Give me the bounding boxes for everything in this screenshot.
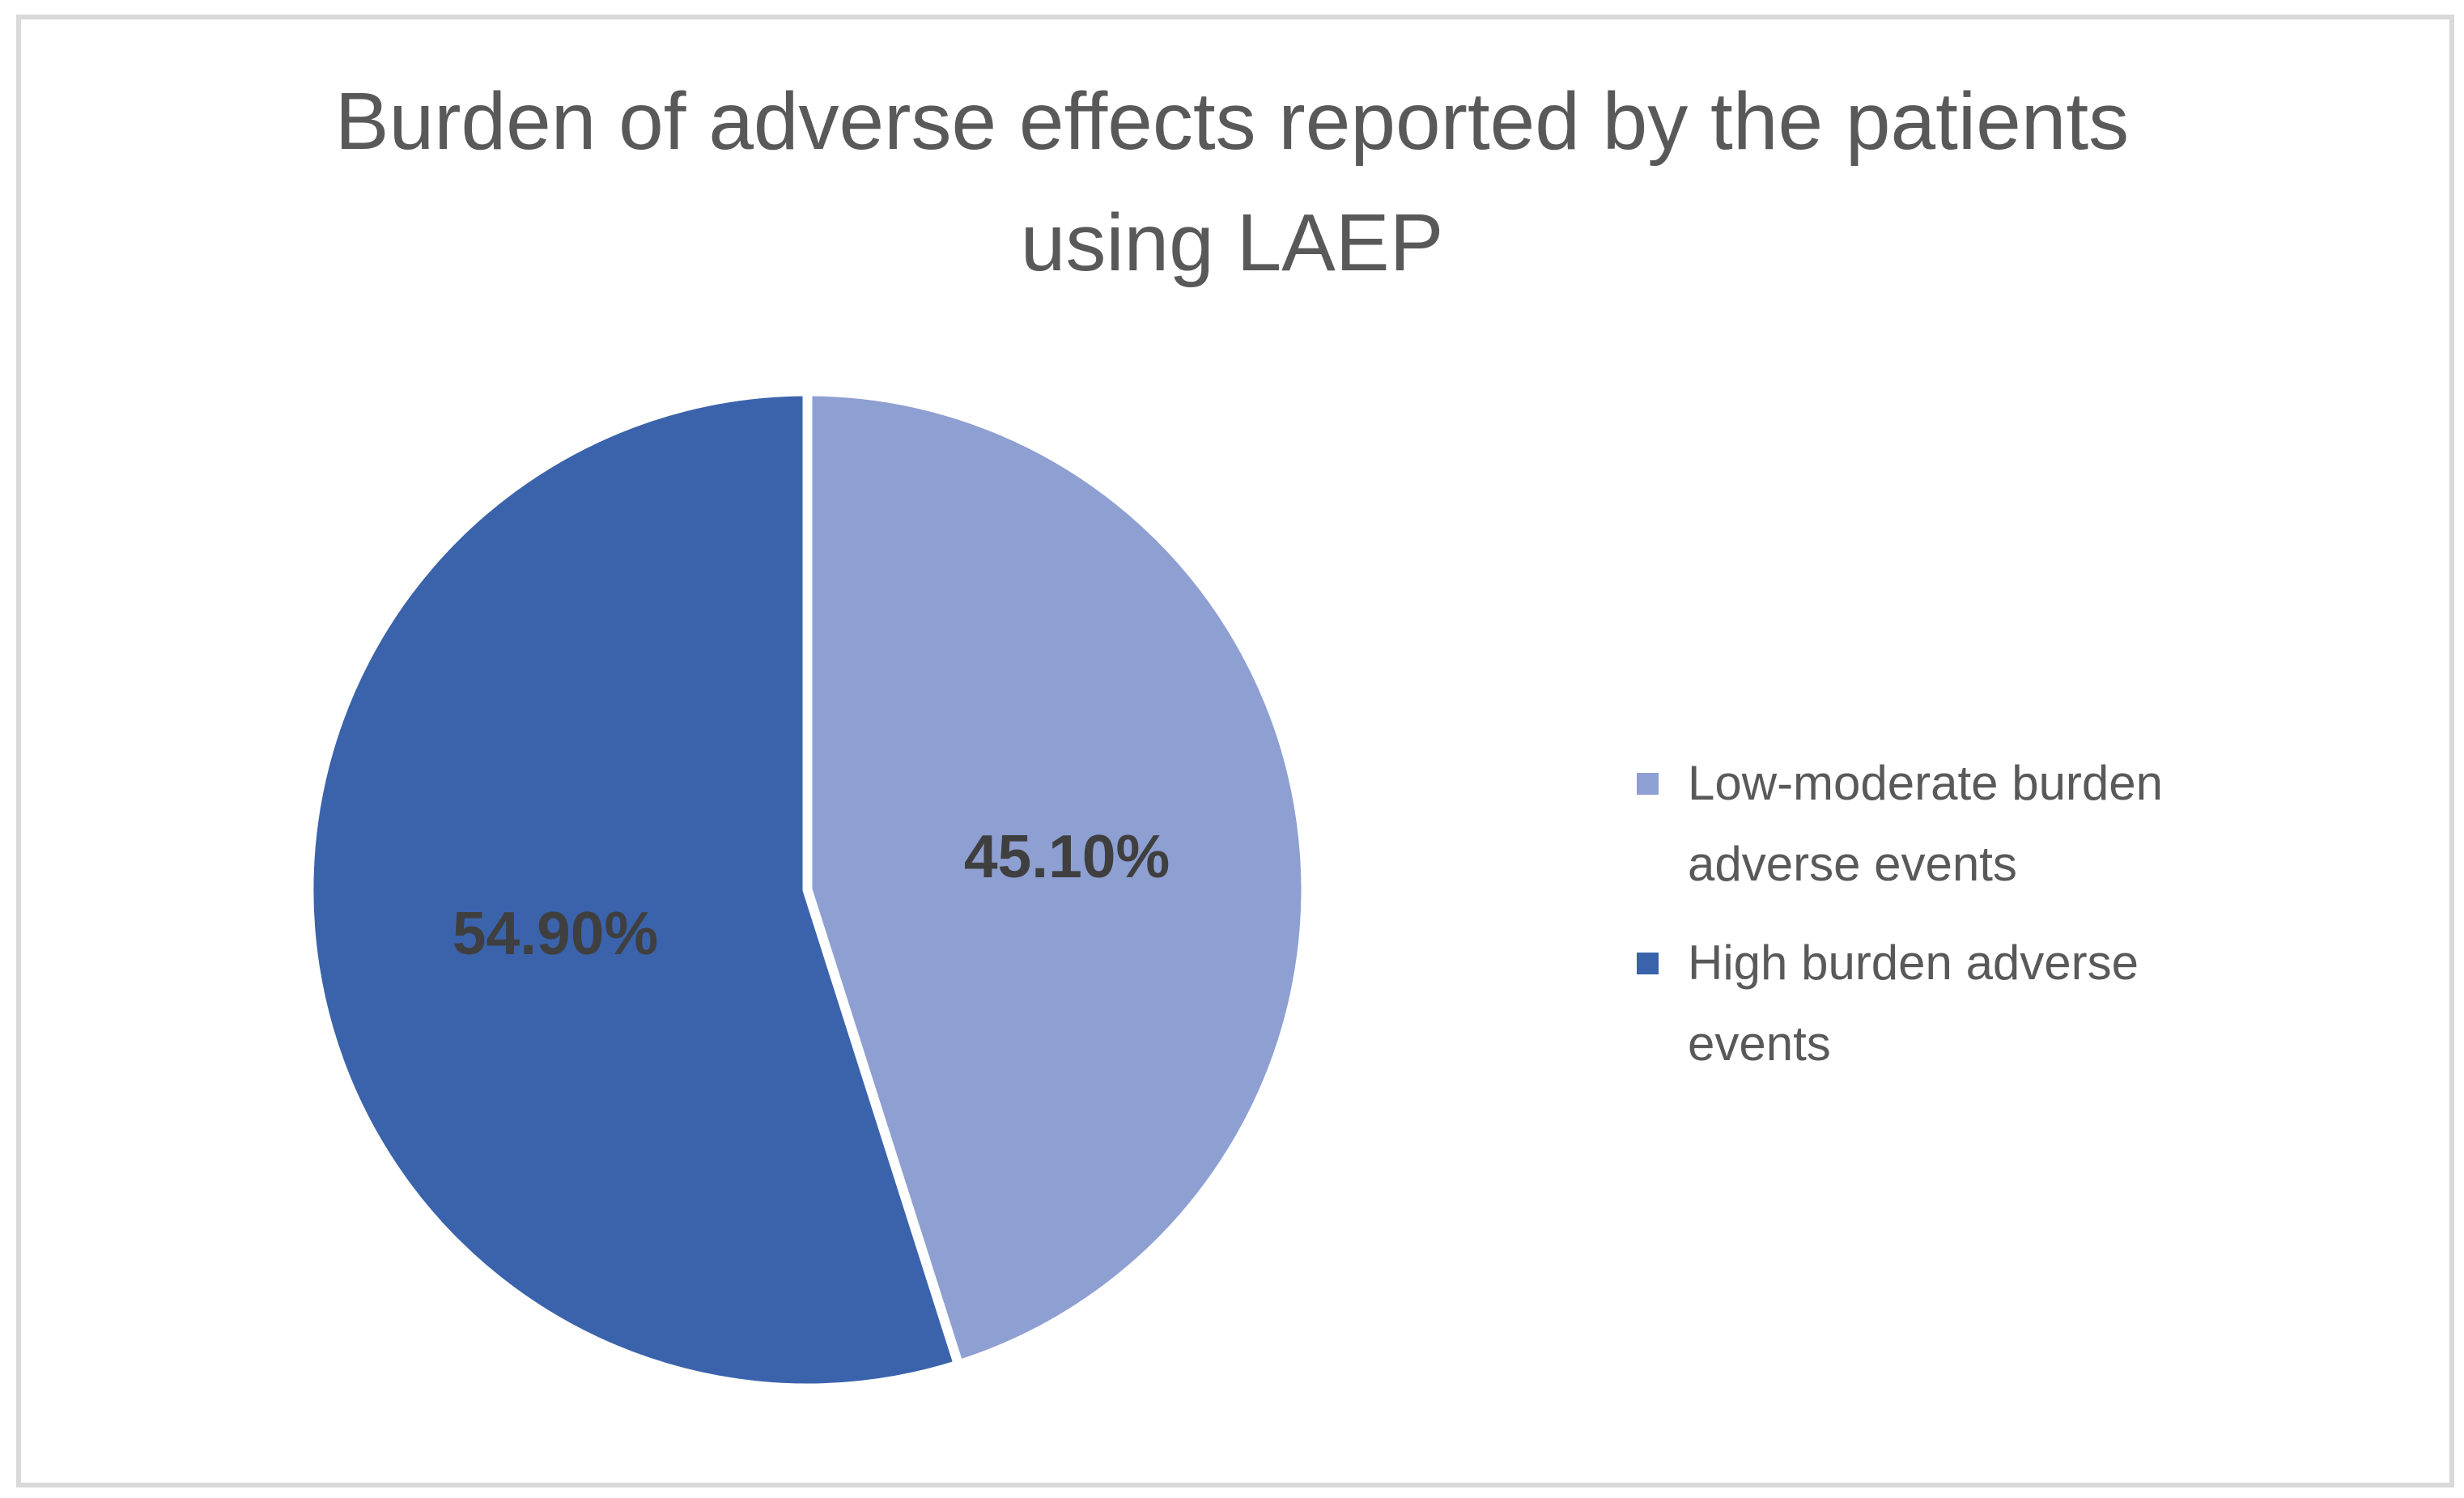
data-label-low-moderate: 45.10% [964, 822, 1170, 890]
legend: Low-moderate burden adverse events High … [1637, 743, 2446, 1084]
pie-slice-low-moderate-burden [802, 386, 1311, 1370]
legend-swatch-low-moderate-icon [1637, 773, 1659, 795]
legend-label-high-burden: High burden adverse events [1688, 936, 2139, 1071]
pie-chart: 45.10% 54.90% [304, 386, 1311, 1394]
legend-swatch-high-burden-icon [1637, 953, 1659, 974]
chart-title: Burden of adverse effects reported by th… [334, 76, 2130, 288]
pie-slice-high-burden [304, 386, 964, 1394]
legend-item-low-moderate: Low-moderate burden adverse events [1637, 743, 2446, 905]
legend-label-low-moderate: Low-moderate burden adverse events [1688, 756, 2164, 891]
legend-item-high-burden: High burden adverse events [1637, 923, 2446, 1084]
data-label-high: 54.90% [452, 899, 658, 967]
